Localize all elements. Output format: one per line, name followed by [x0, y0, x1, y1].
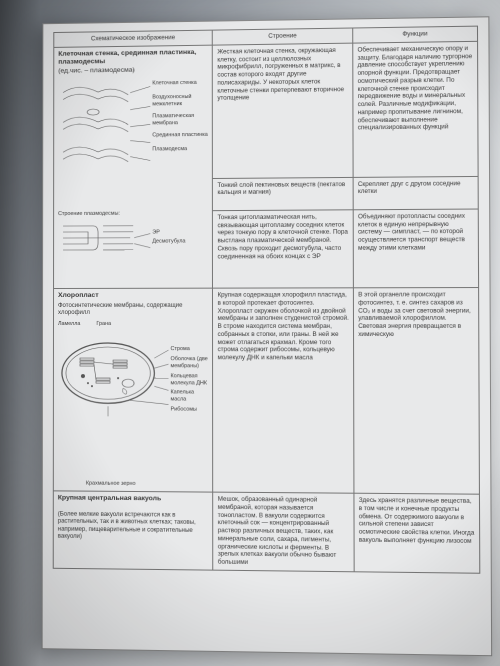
chloroplast-diagram: Ламелла Грана [58, 320, 209, 488]
label-wall: Клеточная стенка [152, 80, 208, 88]
label-grana: Грана [96, 320, 111, 328]
label-desmo: Десмотубула [152, 239, 209, 247]
label-plasmo: Плазмодесма [152, 145, 209, 153]
row-chloroplast: Хлоропласт Фотосинтетические мембраны, с… [53, 288, 479, 495]
vacuole-title: Крупная центральная вакуоль [58, 495, 209, 505]
label-er: ЭР [152, 229, 209, 237]
cell-wall-func: Обеспечивает механическую опору и защиту… [353, 41, 478, 177]
mid-struct: Тонкий слой пектиновых веществ (пектатов… [213, 177, 353, 211]
label-lamella: Ламелла [58, 320, 80, 328]
chloroplast-title: Хлоропласт [58, 292, 208, 301]
vacuole-struct: Мешок, образованный одинарной мембраной,… [213, 492, 354, 571]
plasmo-func: Объединяют протопласты соседних клеток в… [353, 209, 478, 288]
vacuole-func: Здесь хранятся различные вещества, в том… [354, 493, 480, 573]
label-dna: Кольцевая молекула ДНК [171, 373, 212, 388]
chloroplast-struct: Крупная содержащая хлорофилл пластида, в… [213, 288, 354, 494]
label-air: Воздухоносный межклетник [152, 94, 208, 110]
label-membrane: Плазматическая мембрана [152, 113, 208, 129]
mid-func: Скрепляет друг с другом соседние клетки [353, 176, 478, 210]
label-starch: Крахмальное зерно [86, 480, 209, 489]
row-vacuole: Крупная центральная вакуоль (Более мелки… [53, 491, 480, 573]
book-page: Схематическое изображение Строение Функц… [42, 16, 493, 656]
row-cell-wall: Клеточная стенка, срединная пластинка, п… [54, 41, 478, 179]
label-mid: Срединная пластинка [152, 132, 209, 140]
cell-wall-title: Клеточная стенка, срединная пластинка, п… [58, 48, 208, 75]
plasmodesma-diagram: ЭР Десмотубула [58, 217, 208, 285]
chloroplast-func: В этой органелле происходит фотосинтез, … [353, 288, 479, 495]
label-stroma: Строма [171, 346, 212, 354]
label-ribo: Рибосомы [171, 407, 212, 415]
cell-wall-struct: Жесткая клеточная стенка, окружающая кле… [213, 43, 353, 178]
chloroplast-subtitle: Фотосинтетические мембраны, содержащие х… [58, 302, 208, 317]
biology-table: Схематическое изображение Строение Функц… [53, 26, 481, 574]
plasmo-struct: Тонкая цитоплазматическая нить, связываю… [213, 210, 354, 288]
label-envelope: Оболочка (две мембраны) [171, 356, 212, 371]
vacuole-note: (Более мелкие вакуоли встречаются как в … [58, 511, 209, 543]
label-oil: Капелька масла [171, 389, 212, 404]
